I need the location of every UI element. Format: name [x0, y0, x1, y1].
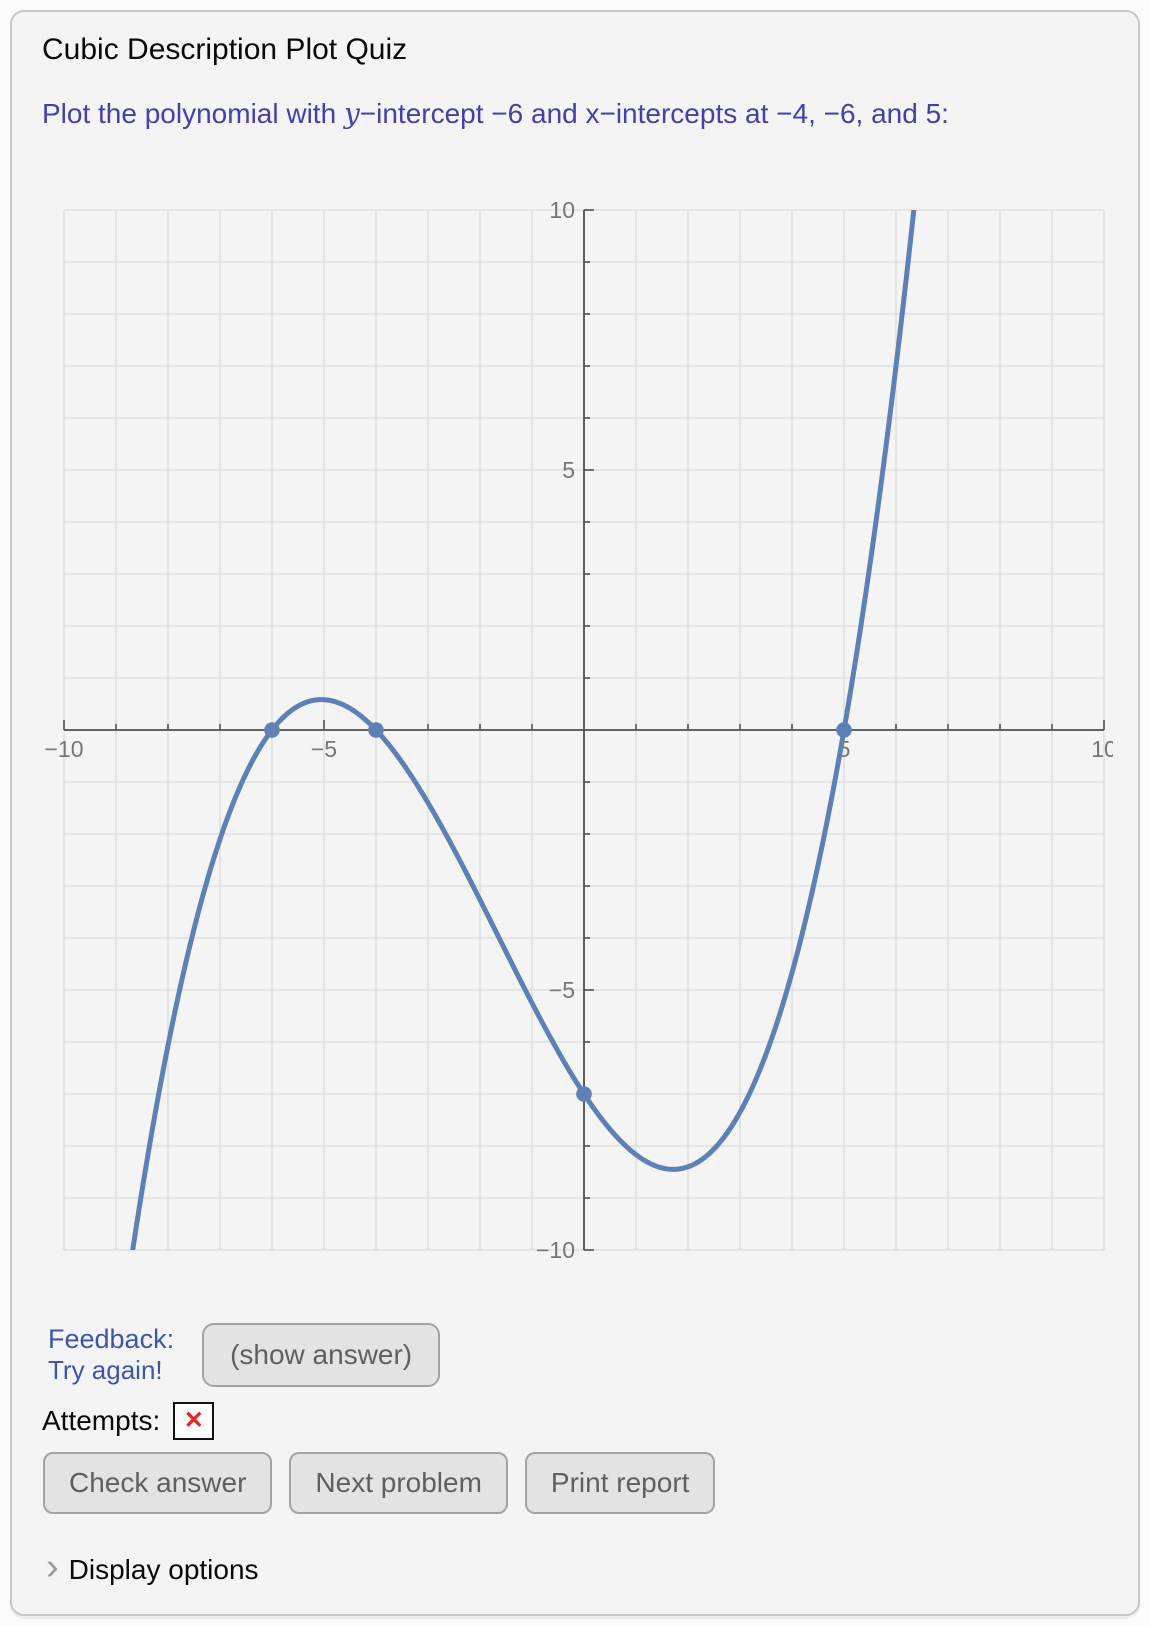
y-axis-tick-label: 10 [549, 197, 575, 223]
page-title: Cubic Description Plot Quiz [42, 33, 408, 66]
x-axis-tick-label: 10 [1091, 736, 1113, 762]
attempt-result-box: ✕ [173, 1402, 215, 1440]
attempts-label: Attempts: [42, 1405, 161, 1436]
y-axis-tick-label: 5 [562, 457, 575, 483]
feedback-label: Feedback: [48, 1324, 175, 1354]
prompt-text-2: −intercept −6 and x−intercepts at −4, −6… [359, 98, 949, 129]
action-buttons: Check answer Next problem Print report [43, 1452, 1138, 1514]
display-options-label: Display options [68, 1554, 259, 1585]
next-problem-button[interactable]: Next problem [289, 1452, 508, 1514]
feedback-row: Feedback: Try again! (show answer) [48, 1323, 1138, 1387]
print-report-button[interactable]: Print report [524, 1452, 716, 1514]
plotted-point[interactable] [368, 722, 384, 738]
x-axis-tick-label: −5 [311, 736, 337, 762]
quiz-prompt: Plot the polynomial with y−intercept −6 … [42, 95, 1138, 133]
plotted-point[interactable] [576, 1086, 592, 1102]
quiz-card: Cubic Description Plot Quiz Plot the pol… [10, 10, 1140, 1616]
feedback-message: Try again! [48, 1355, 163, 1385]
wrong-attempt-icon: ✕ [183, 1407, 204, 1434]
feedback-text: Feedback: Try again! [48, 1324, 174, 1386]
plotted-point[interactable] [836, 722, 852, 738]
prompt-math-y: y [343, 97, 360, 130]
y-axis-tick-label: −10 [536, 1237, 575, 1263]
y-axis-tick-label: −5 [549, 977, 575, 1003]
display-options-toggle[interactable]: › Display options [46, 1546, 1138, 1588]
attempts-row: Attempts: ✕ [42, 1402, 1138, 1440]
chevron-right-icon: › [46, 1546, 59, 1588]
plotted-point[interactable] [264, 722, 280, 738]
x-axis-tick-label: −10 [44, 736, 83, 762]
prompt-text-1: Plot the polynomial with [42, 98, 344, 129]
show-answer-button[interactable]: (show answer) [202, 1323, 441, 1387]
check-answer-button[interactable]: Check answer [43, 1452, 273, 1514]
